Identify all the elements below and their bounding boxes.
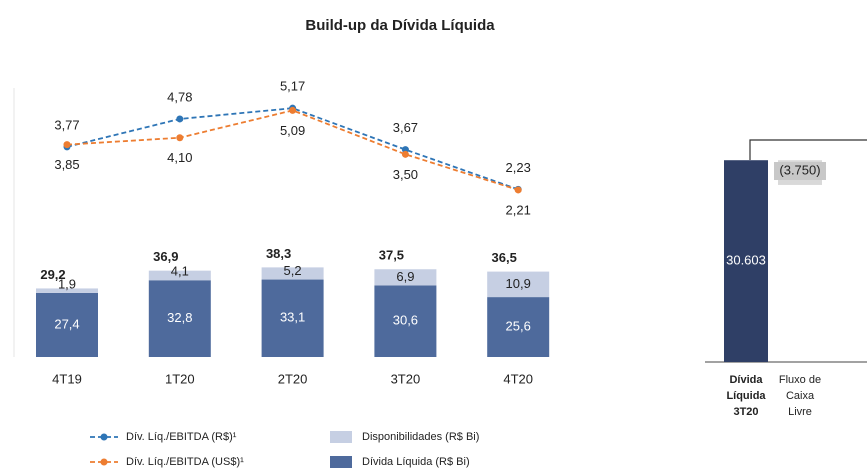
data-label: 1,9 (58, 276, 76, 291)
total-label: 38,3 (266, 246, 291, 261)
legend-symbol (330, 431, 352, 443)
data-label: 3,77 (54, 117, 79, 132)
data-label: 3,85 (54, 157, 79, 172)
total-label: 36,5 (492, 250, 517, 265)
bar-segment (148, 280, 211, 357)
data-label: 10,9 (506, 276, 531, 291)
x-tick-label: Livre (788, 406, 812, 418)
data-label: 6,9 (396, 269, 414, 284)
line-point (176, 115, 184, 123)
data-label: 33,1 (280, 310, 305, 325)
data-label: 25,6 (506, 318, 531, 333)
line-series (66, 107, 519, 191)
data-label: 5,17 (280, 79, 305, 94)
x-tick-label: Dívida (729, 374, 763, 386)
bar-segment (148, 270, 211, 281)
data-label: (3.750) (779, 162, 820, 177)
data-label: 30,6 (393, 313, 418, 328)
bar-segment (374, 269, 437, 286)
bar-segment (36, 292, 98, 357)
legend-label: Dív. Líq./EBITDA (R$)¹ (126, 431, 237, 443)
bar-segment (487, 271, 550, 298)
x-tick-label: 4T20 (503, 371, 533, 386)
legend-label: Dívida Líquida (R$ Bi) (362, 456, 470, 468)
bar-segment (261, 279, 324, 357)
data-label: 32,8 (167, 310, 192, 325)
total-label: 29,2 (40, 267, 65, 282)
waterfall-bar (724, 160, 768, 362)
x-tick-label: 3T20 (391, 371, 421, 386)
x-tick-label: Líquida (726, 390, 766, 402)
bar-segment (487, 297, 550, 357)
data-label: 3,67 (393, 120, 418, 135)
x-tick-label: 4T19 (52, 371, 82, 386)
bar-segment (36, 288, 98, 293)
total-label: 37,5 (379, 248, 404, 263)
bracket (749, 139, 867, 160)
data-label: 2,23 (506, 160, 531, 175)
legend-label: Dív. Líq./EBITDA (US$)¹ (126, 456, 244, 468)
data-label: 30.603 (726, 253, 766, 268)
line-point (176, 134, 184, 142)
x-tick-label: 3T20 (733, 406, 758, 418)
data-label: 4,78 (167, 89, 192, 104)
label-box (774, 162, 826, 180)
total-label: 36,9 (153, 249, 178, 264)
x-tick-label: Fluxo de (779, 374, 821, 386)
line-point (401, 150, 409, 158)
legend-symbol (330, 456, 352, 468)
x-tick-label: 1T20 (165, 371, 195, 386)
line-point (514, 186, 522, 194)
x-tick-label: Caixa (786, 390, 815, 402)
bar-segment (261, 267, 324, 280)
legend-label: Disponibilidades (R$ Bi) (362, 431, 479, 443)
line-point (289, 106, 297, 114)
legend-symbol (100, 458, 108, 466)
data-label: 2,21 (506, 202, 531, 217)
line-series (66, 109, 519, 191)
data-label: 5,2 (284, 263, 302, 278)
bar-segment (374, 285, 437, 357)
legend-symbol (100, 433, 108, 441)
data-label: 27,4 (54, 316, 79, 331)
line-point (63, 141, 71, 149)
data-label: 5,09 (280, 123, 305, 138)
x-tick-label: 2T20 (278, 371, 308, 386)
chart-title: Build-up da Dívida Líquida (305, 17, 495, 34)
data-label: 4,1 (171, 264, 189, 279)
data-label: 4,10 (167, 150, 192, 165)
data-label: 3,50 (393, 167, 418, 182)
